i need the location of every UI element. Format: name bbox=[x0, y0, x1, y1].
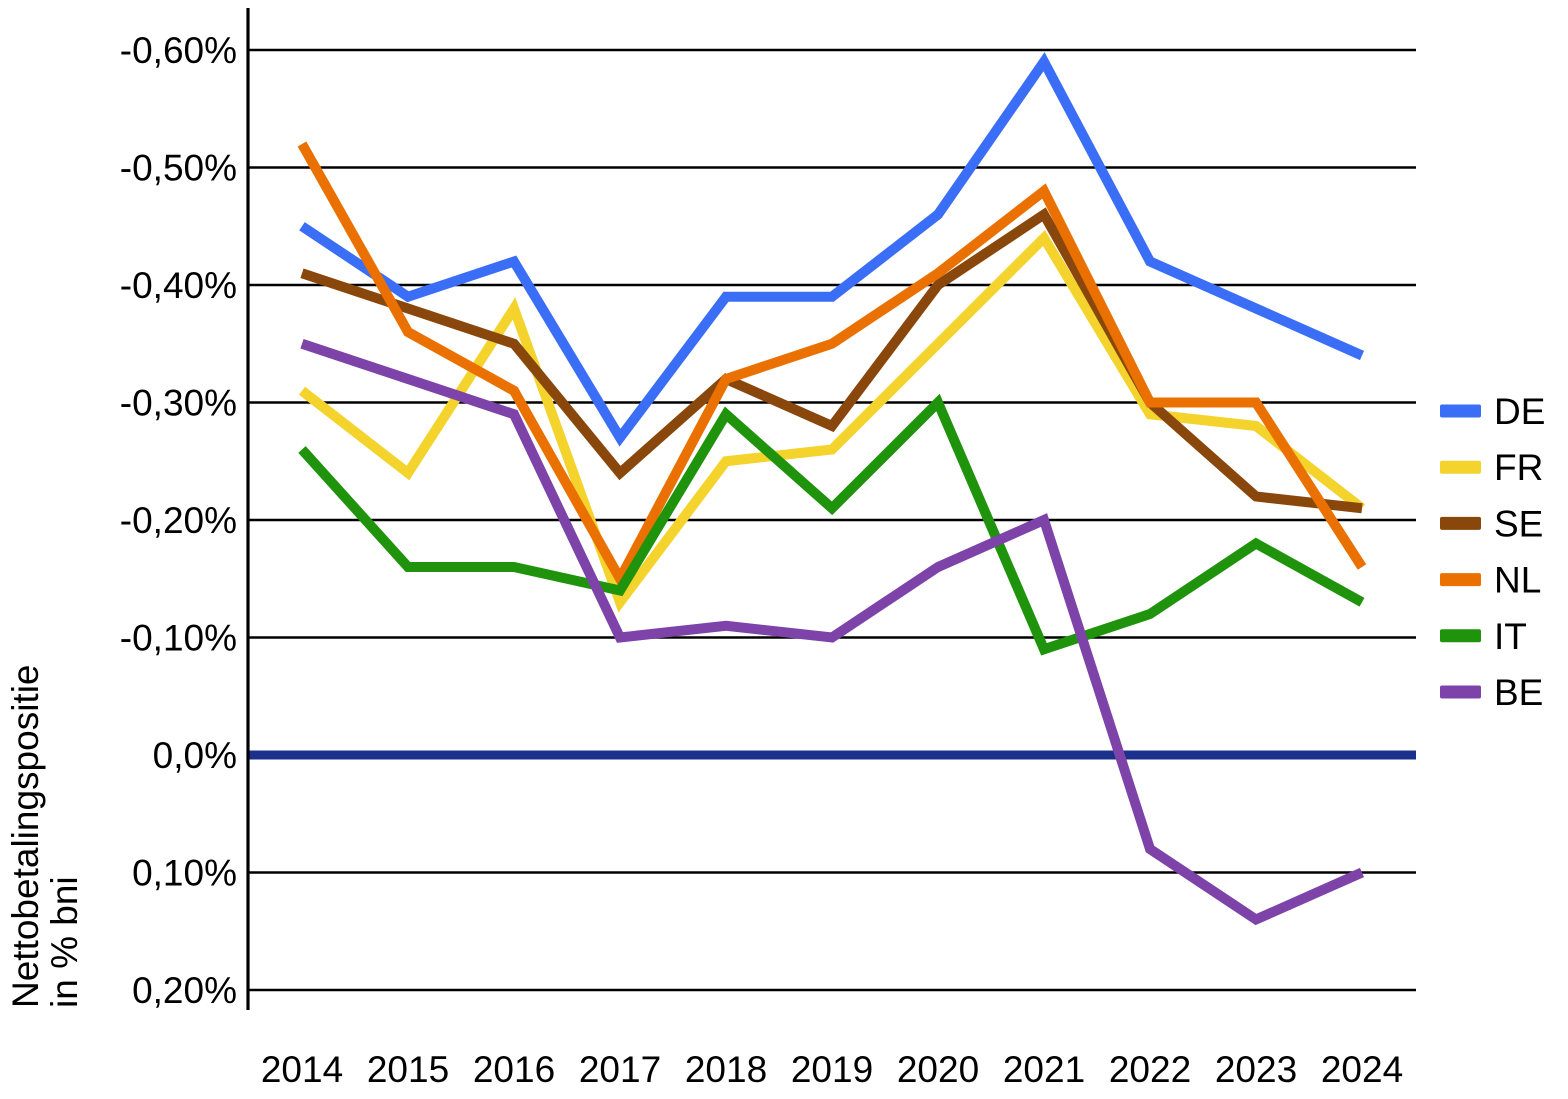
series-line-DE bbox=[299, 52, 1365, 447]
gridlines bbox=[248, 48, 1416, 992]
x-tick-label: 2018 bbox=[685, 1049, 767, 1090]
y-axis-title-line-1: Nettobetalingspositie bbox=[5, 665, 46, 1009]
x-tick-label: 2014 bbox=[261, 1049, 343, 1090]
y-tick-label: 0,20% bbox=[132, 970, 237, 1011]
y-tick-label: -0,60% bbox=[120, 30, 237, 71]
x-tick-label: 2023 bbox=[1215, 1049, 1297, 1090]
legend-label-DE: DE bbox=[1494, 391, 1545, 432]
y-tick-label: -0,50% bbox=[120, 148, 237, 189]
legend-label-SE: SE bbox=[1494, 503, 1543, 544]
legend-swatch-IT bbox=[1440, 629, 1481, 643]
legend-swatch-SE bbox=[1440, 516, 1481, 530]
y-tick-labels: -0,60% -0,50% -0,40% -0,30% -0,20% -0,10% 0,0%… bbox=[120, 30, 237, 1011]
x-tick-label: 2019 bbox=[791, 1049, 873, 1090]
y-tick-label: -0,20% bbox=[120, 500, 237, 541]
legend-label-BE: BE bbox=[1494, 672, 1543, 713]
y-tick-label: -0,30% bbox=[120, 383, 237, 424]
x-tick-label: 2021 bbox=[1003, 1049, 1085, 1090]
series-line-BE bbox=[300, 339, 1365, 926]
series-lines bbox=[297, 52, 1367, 926]
y-tick-label: -0,40% bbox=[120, 265, 237, 306]
x-tick-label: 2022 bbox=[1109, 1049, 1191, 1090]
legend-label-NL: NL bbox=[1494, 560, 1541, 601]
series-line-SE bbox=[300, 207, 1363, 514]
y-tick-label: 0,10% bbox=[132, 853, 237, 894]
series-line-NL bbox=[297, 141, 1367, 590]
x-tick-label: 2015 bbox=[367, 1049, 449, 1090]
x-tick-label: 2016 bbox=[473, 1049, 555, 1090]
legend-label-IT: IT bbox=[1494, 616, 1527, 657]
legend-swatch-BE bbox=[1440, 685, 1481, 699]
x-tick-label: 2017 bbox=[579, 1049, 661, 1090]
x-tick-labels: 2014 2015 2016 2017 2018 2019 2020 2021 2022 2023… bbox=[261, 1049, 1403, 1090]
legend-swatch-NL bbox=[1440, 573, 1481, 587]
x-tick-label: 2024 bbox=[1321, 1049, 1403, 1090]
legend: DE FR SE NL IT BE bbox=[1440, 391, 1545, 713]
y-tick-label: 0,0% bbox=[153, 735, 237, 776]
y-axis-title-line-2: in % bni bbox=[44, 876, 85, 1008]
legend-swatch-DE bbox=[1440, 404, 1481, 418]
legend-label-FR: FR bbox=[1494, 447, 1543, 488]
y-tick-label: -0,10% bbox=[120, 618, 237, 659]
series-line-IT bbox=[298, 393, 1365, 656]
x-tick-label: 2020 bbox=[897, 1049, 979, 1090]
legend-swatch-FR bbox=[1440, 460, 1481, 474]
series-line-FR bbox=[298, 229, 1366, 613]
